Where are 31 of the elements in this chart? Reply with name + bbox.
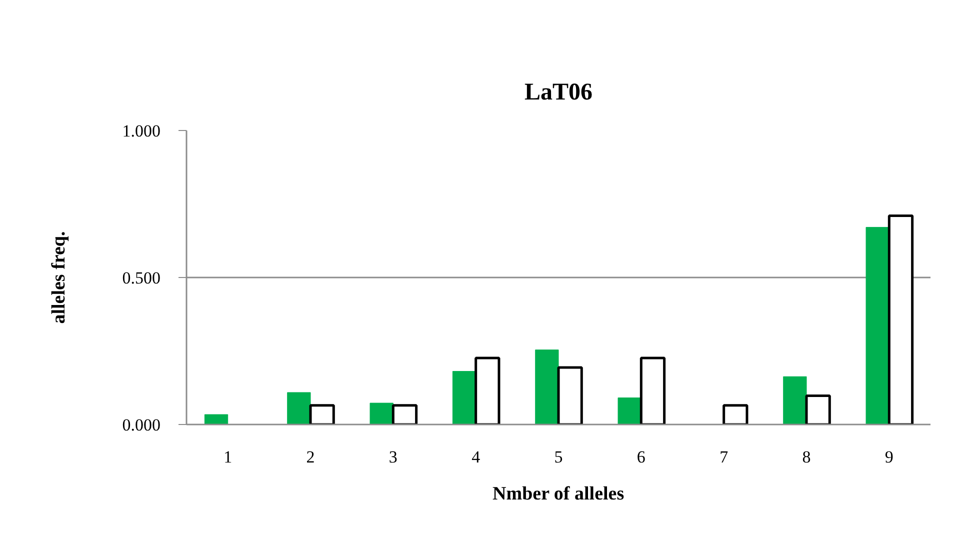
bar xyxy=(805,394,831,424)
x-tick-label: 8 xyxy=(802,448,811,466)
bar xyxy=(474,356,500,424)
chart-title: LaT06 xyxy=(524,80,593,106)
bar xyxy=(722,404,748,424)
x-tick-label: 7 xyxy=(720,448,729,466)
bar xyxy=(866,226,890,424)
x-tick-label: 5 xyxy=(554,448,563,466)
x-tick-label: 4 xyxy=(472,448,481,466)
bar xyxy=(557,366,583,424)
bar xyxy=(370,402,394,424)
x-tick-label: 1 xyxy=(224,448,232,466)
x-axis-title: Nmber of alleles xyxy=(492,484,624,504)
x-tick-label: 9 xyxy=(884,448,894,466)
x-tick-label: 3 xyxy=(388,448,398,466)
y-axis-title: alleles freq. xyxy=(48,231,70,324)
bar xyxy=(618,397,642,424)
y-tick-label: 0.000 xyxy=(122,416,160,434)
bar xyxy=(392,404,418,424)
bar xyxy=(204,414,228,424)
bar xyxy=(535,350,559,424)
x-tick-label: 2 xyxy=(306,448,315,466)
bar xyxy=(287,392,311,424)
bar xyxy=(640,356,666,424)
bar xyxy=(783,376,807,424)
y-tick-label: 0.500 xyxy=(122,268,160,288)
x-tick-label: 6 xyxy=(636,448,646,466)
y-tick-label: 1.000 xyxy=(122,122,160,140)
bar xyxy=(888,214,914,424)
bar xyxy=(452,371,476,424)
bar xyxy=(309,404,335,424)
